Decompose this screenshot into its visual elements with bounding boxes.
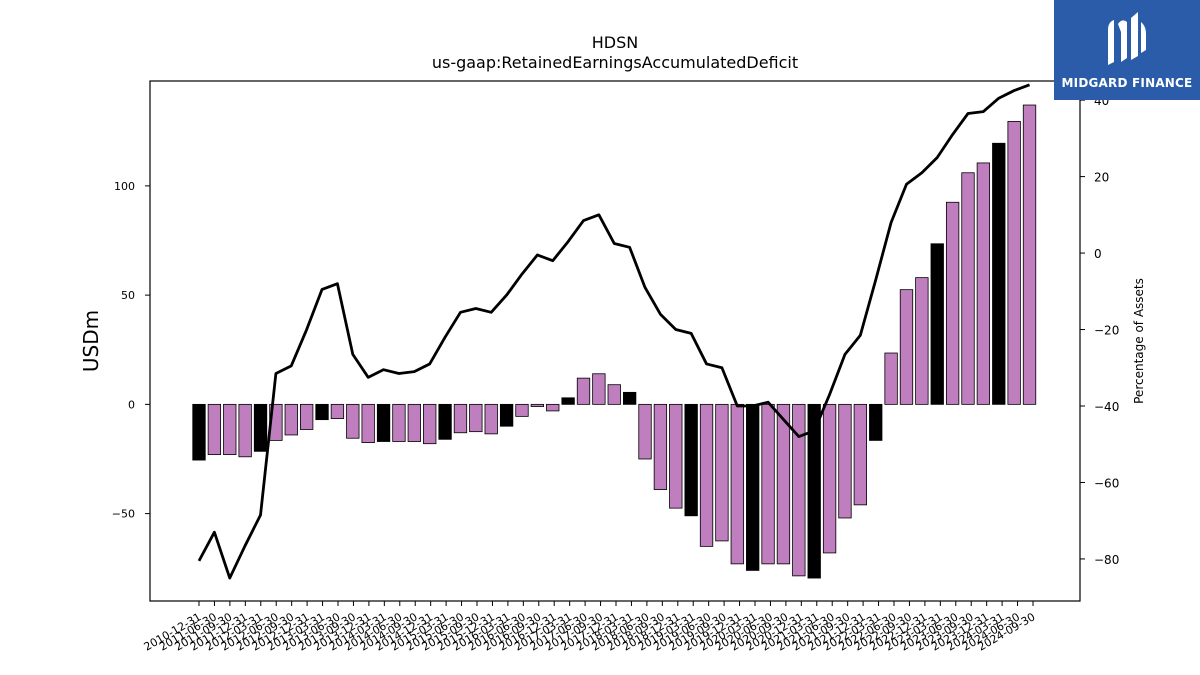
bar-2022-09-30 — [915, 277, 929, 405]
bar-2012-12-31 — [315, 403, 329, 421]
bar-2015-03-31 — [453, 403, 468, 434]
bar-2016-06-30 — [530, 403, 545, 407]
bar-2015-12-31 — [499, 403, 514, 427]
bar-2022-12-31 — [930, 243, 944, 405]
bar-2019-09-30 — [730, 403, 744, 565]
bar-2020-03-31 — [761, 403, 775, 565]
chart-subtitle: us-gaap:RetainedEarningsAccumulatedDefic… — [432, 53, 798, 72]
bar-2020-09-30 — [792, 403, 806, 577]
bar-2016-09-30 — [546, 403, 560, 412]
bar-2021-03-31 — [822, 403, 837, 554]
bar-2013-06-30 — [346, 403, 360, 439]
bar-2014-09-30 — [423, 403, 437, 445]
right-tick-label: −40 — [1094, 400, 1119, 414]
bar-2014-03-31 — [392, 403, 406, 442]
left-y-axis: −50 0 50 100 — [112, 180, 150, 521]
bar-2023-09-30 — [976, 162, 991, 405]
bar-2023-12-31 — [992, 142, 1006, 405]
brand-logo: MIDGARD FINANCE — [1054, 0, 1200, 100]
bar-2016-12-31 — [561, 397, 575, 405]
bar-2020-06-30 — [776, 403, 791, 565]
bar-2011-12-31 — [253, 403, 268, 452]
bar-2018-12-31 — [684, 403, 698, 517]
bar-2024-03-31 — [1007, 121, 1021, 405]
bar-2020-12-31 — [807, 403, 821, 579]
bar-2014-06-30 — [407, 403, 421, 442]
right-tick-label: −60 — [1094, 476, 1119, 490]
bar-2021-06-30 — [838, 403, 852, 519]
percentage-of-assets-line — [197, 83, 1031, 580]
bar-2017-06-30 — [592, 373, 606, 405]
bar-2024-06-30 — [1022, 104, 1037, 405]
bar-2015-09-30 — [484, 403, 498, 435]
bar-2015-06-30 — [469, 403, 483, 433]
left-tick-label: 0 — [128, 398, 135, 411]
bar-2022-03-31 — [884, 352, 898, 405]
left-tick-label: 50 — [121, 289, 135, 302]
right-tick-label: 0 — [1094, 247, 1102, 261]
bar-2018-06-30 — [653, 403, 668, 490]
bar-2019-03-31 — [699, 403, 714, 547]
bar-2011-06-30 — [223, 403, 237, 456]
bar-2021-12-31 — [869, 403, 883, 441]
bar-2018-03-31 — [638, 403, 652, 460]
bar-2021-09-30 — [853, 403, 867, 506]
bar-2022-06-30 — [899, 289, 914, 405]
right-axis-label: Percentage of Assets — [1132, 278, 1146, 404]
bar-2012-06-30 — [284, 403, 298, 436]
bar-2014-12-31 — [438, 403, 452, 440]
bar-2017-03-31 — [576, 377, 591, 405]
left-tick-label: −50 — [112, 508, 135, 521]
bar-2017-09-30 — [607, 384, 621, 405]
left-axis-label: USDm — [79, 310, 103, 372]
left-tick-label: 100 — [114, 180, 135, 193]
bar-2011-03-31 — [207, 403, 222, 456]
bar-2023-06-30 — [961, 172, 975, 405]
plot-frame — [149, 80, 1081, 602]
right-tick-label: −20 — [1094, 324, 1119, 338]
bar-2016-03-31 — [515, 403, 529, 417]
bar-2013-12-31 — [376, 403, 391, 442]
bar-2012-09-30 — [300, 403, 314, 430]
bar-2011-09-30 — [238, 403, 252, 458]
bar-2023-03-31 — [945, 201, 960, 405]
brand-name: MIDGARD FINANCE — [1061, 76, 1193, 90]
line-series — [197, 83, 1031, 580]
bar-series — [192, 104, 1037, 579]
right-tick-label: 20 — [1094, 171, 1109, 185]
bar-2018-09-30 — [669, 403, 683, 509]
right-tick-label: −80 — [1094, 553, 1119, 567]
bar-2019-12-31 — [746, 403, 760, 571]
chart-title: HDSN — [592, 33, 638, 52]
bar-2013-03-31 — [330, 403, 345, 419]
x-axis: 2010-12-312011-06-302011-09-302011-12-31… — [142, 601, 1038, 654]
bar-2019-06-30 — [715, 403, 729, 542]
bar-2010-12-31 — [192, 403, 206, 461]
bar-2013-09-30 — [361, 403, 375, 443]
bar-2017-12-31 — [622, 391, 637, 405]
midgard-logo-icon — [1108, 12, 1146, 65]
